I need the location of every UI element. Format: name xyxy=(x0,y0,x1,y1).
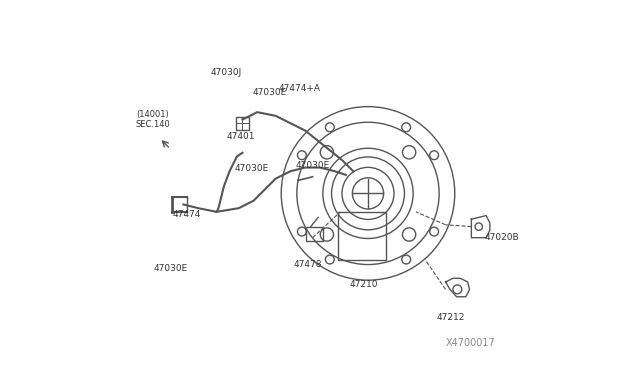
Text: 47401: 47401 xyxy=(227,132,255,141)
Text: 47030E: 47030E xyxy=(296,161,330,170)
Text: 47020B: 47020B xyxy=(484,233,519,242)
Text: (14001): (14001) xyxy=(137,110,170,119)
Text: 47030E: 47030E xyxy=(253,89,287,97)
Text: 47210: 47210 xyxy=(350,280,378,289)
Text: 47030E: 47030E xyxy=(235,164,269,173)
Bar xyxy=(339,212,387,260)
Text: 47478: 47478 xyxy=(294,260,323,269)
Bar xyxy=(307,227,323,241)
Text: X4700017: X4700017 xyxy=(445,339,495,349)
Text: 47030J: 47030J xyxy=(210,68,241,77)
Text: SEC.140: SEC.140 xyxy=(136,119,170,129)
Text: 47212: 47212 xyxy=(437,313,465,323)
Text: 47030E: 47030E xyxy=(154,264,188,273)
Text: 47474+A: 47474+A xyxy=(278,84,321,93)
Bar xyxy=(236,116,249,130)
Text: 47474: 47474 xyxy=(172,210,200,219)
